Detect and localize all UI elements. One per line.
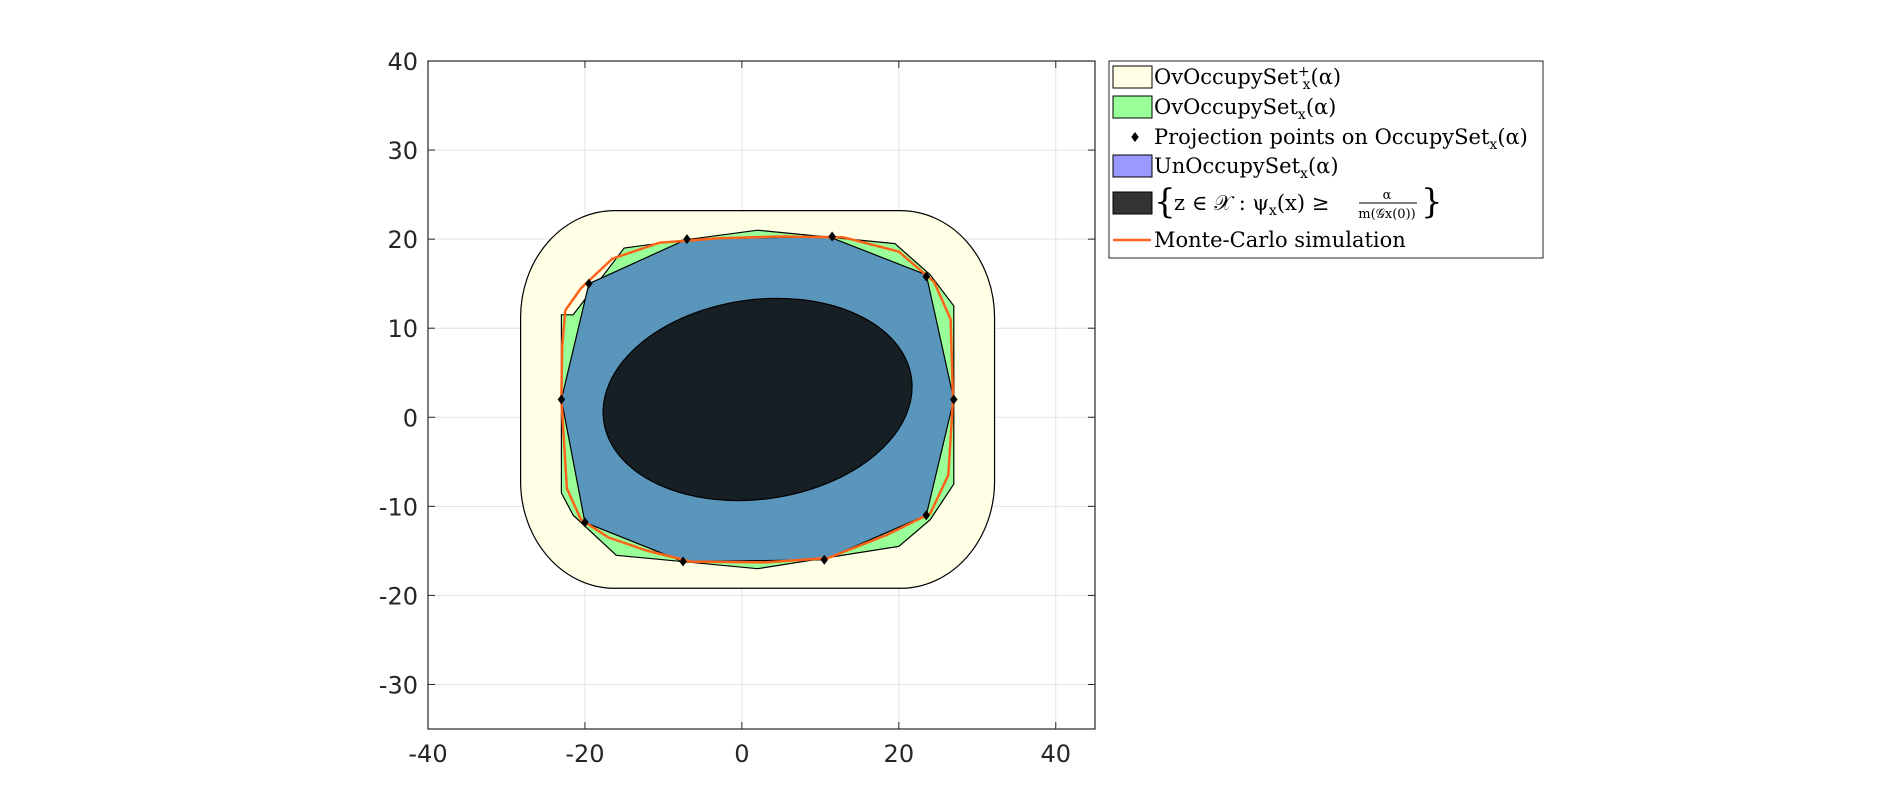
superlevel-set-ellipse: [602, 297, 913, 502]
legend-label-projection: Projection points on OccupySetx(α): [1154, 125, 1528, 153]
x-tick-label: -20: [565, 740, 604, 768]
projection-point: [922, 271, 931, 282]
projection-point: [585, 278, 593, 289]
legend-label-un: UnOccupySetx(α): [1154, 154, 1339, 182]
y-tick-label: 20: [387, 226, 418, 254]
legend-swatch-ov_plus: [1112, 65, 1153, 89]
legend-swatch-un: [1112, 154, 1153, 178]
projection-point: [828, 231, 836, 242]
y-tick-label: 30: [387, 137, 418, 165]
legend-label-superlevel: z ∈ 𝒳 : ψx(x) ≥: [1174, 191, 1329, 219]
y-tick-label: -20: [379, 582, 418, 610]
plot-area: [519, 210, 996, 589]
legend-swatch-projection: [1131, 132, 1139, 142]
legend-frac-num: α: [1383, 188, 1392, 203]
projection-point: [950, 394, 958, 405]
y-tick-label: 10: [387, 315, 418, 343]
projection-point: [683, 234, 691, 245]
y-tick-label: 40: [387, 48, 418, 76]
projection-point: [922, 510, 931, 521]
y-tick-label: -30: [379, 671, 418, 699]
projection-point: [679, 556, 687, 567]
legend-swatch-ov: [1112, 95, 1153, 119]
y-tick-label: 0: [403, 404, 418, 432]
legend-brace-left: {: [1154, 182, 1176, 222]
y-tick-label: -10: [379, 493, 418, 521]
x-tick-label: 20: [884, 740, 915, 768]
axes-box: [427, 60, 1096, 730]
monte-carlo-curve: [560, 235, 955, 564]
axes: -40 -20 0 20 40 -30 -20 -10 0 10 20 30 40: [379, 48, 1096, 768]
x-tick-label: -40: [408, 740, 447, 768]
legend-label-ov_plus: OvOccupySet+ x(α): [1154, 64, 1341, 93]
projection-point: [557, 394, 566, 405]
x-tick-label: 40: [1040, 740, 1071, 768]
legend-label-ov: OvOccupySetx(α): [1154, 95, 1336, 123]
x-tick-label: 0: [734, 740, 749, 768]
legend-label-monte_carlo: Monte-Carlo simulation: [1154, 228, 1406, 252]
legend-frac-den: m(𝒢x(0)): [1358, 207, 1415, 222]
legend: OvOccupySet+ x(α)OvOccupySetx(α)Projectio…: [1108, 60, 1544, 259]
legend-box: [1108, 60, 1544, 259]
legend-brace-right: }: [1421, 182, 1443, 222]
legend-swatch-superlevel: [1112, 191, 1153, 215]
projection-point: [820, 554, 829, 565]
projection-point: [581, 517, 589, 528]
